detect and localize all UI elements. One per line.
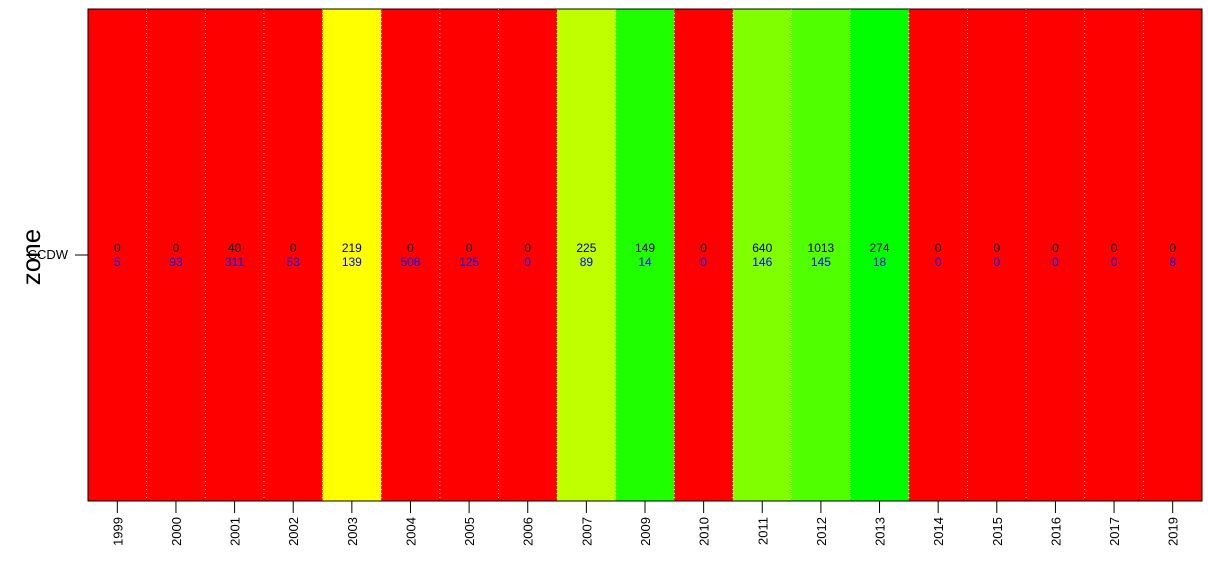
cell-value-label: 0 <box>407 241 414 255</box>
x-tick-label: 2002 <box>286 517 301 546</box>
y-axis-label: zone <box>16 229 46 285</box>
x-tick-label: 2016 <box>1048 517 1063 546</box>
x-tick-label: 2017 <box>1107 517 1122 546</box>
cell-value-label: 0 <box>700 255 707 269</box>
x-tick-label: 2010 <box>697 517 712 546</box>
heatmap-cell <box>498 9 558 501</box>
x-tick-label: 2015 <box>990 517 1005 546</box>
cell-value-label: 93 <box>169 255 183 269</box>
x-tick-label: 2014 <box>931 517 946 546</box>
heatmap-cell <box>1026 9 1086 501</box>
x-tick-label: 2006 <box>521 517 536 546</box>
cell-value-label: 640 <box>752 241 772 255</box>
y-axis: CCDW zone <box>16 229 88 285</box>
heatmap-cell <box>1143 9 1203 501</box>
cell-value-label: 0 <box>524 241 531 255</box>
cell-value-label: 139 <box>342 255 362 269</box>
cell-value-label: 0 <box>1111 255 1118 269</box>
x-tick-label: 2007 <box>579 517 594 546</box>
heatmap-cell <box>381 9 441 501</box>
cell-value-label: 0 <box>993 241 1000 255</box>
x-tick-label: 2001 <box>228 517 243 546</box>
x-tick-label: 2013 <box>873 517 888 546</box>
heatmap-cell <box>88 9 148 501</box>
heatmap-cell <box>263 9 324 501</box>
cell-value-label: 0 <box>524 255 531 269</box>
cell-value-label: 508 <box>400 255 420 269</box>
cell-value-label: 0 <box>114 241 121 255</box>
cell-value-label: 0 <box>466 241 473 255</box>
cell-value-label: 0 <box>700 241 707 255</box>
cell-value-label: 40 <box>228 241 242 255</box>
cell-value-label: 89 <box>580 255 594 269</box>
cell-value-label: 0 <box>935 241 942 255</box>
heatmap-cell <box>967 9 1027 501</box>
heatmap-cell <box>791 9 851 501</box>
cell-value-label: 149 <box>635 241 655 255</box>
cell-value-label: 5 <box>114 255 121 269</box>
x-tick-label: 1999 <box>110 517 125 546</box>
x-tick-label: 2005 <box>462 517 477 546</box>
cell-value-label: 1013 <box>808 241 835 255</box>
cell-value-label: 0 <box>1052 255 1059 269</box>
cell-value-label: 0 <box>290 241 297 255</box>
cell-value-label: 146 <box>752 255 772 269</box>
cell-value-label: 125 <box>459 255 479 269</box>
heatmap-cell <box>908 9 968 501</box>
x-tick-label: 2000 <box>169 517 184 546</box>
x-tick-label: 2003 <box>345 517 360 546</box>
cell-value-label: 0 <box>935 255 942 269</box>
cell-value-label: 0 <box>173 241 180 255</box>
heatmap-cell <box>615 9 675 501</box>
cell-value-label: 8 <box>1169 255 1176 269</box>
cell-value-label: 14 <box>638 255 652 269</box>
heatmap-cell <box>557 9 617 501</box>
x-tick-label: 2004 <box>403 517 418 546</box>
heatmap-cell <box>439 9 499 501</box>
x-tick-label: 2019 <box>1166 517 1181 546</box>
cell-value-label: 311 <box>225 255 244 269</box>
x-tick-label: 2011 <box>755 517 770 545</box>
heatmap-cell <box>322 9 382 501</box>
heatmap-cell <box>674 9 734 501</box>
heatmap-cell <box>850 9 910 501</box>
cell-value-label: 219 <box>342 241 362 255</box>
cell-value-label: 274 <box>870 241 890 255</box>
heatmap-cell <box>146 9 206 501</box>
cell-value-label: 0 <box>1111 241 1118 255</box>
heatmap-cell <box>732 9 793 501</box>
x-axis: 1999 2000 2001 2002 2003 2004 2005 2006 2007 2009… <box>110 501 1181 546</box>
cell-value-label: 0 <box>1169 241 1176 255</box>
cell-value-label: 225 <box>576 241 596 255</box>
cell-value-label: 0 <box>1052 241 1059 255</box>
y-tick-label: CCDW <box>28 247 69 262</box>
heatmap-cell <box>1084 9 1144 501</box>
x-tick-label: 2012 <box>814 517 829 546</box>
cell-values: 0509340311053219139050801250022589149140… <box>114 241 1176 269</box>
x-tick-label: 2009 <box>638 517 653 546</box>
cell-value-label: 53 <box>287 255 301 269</box>
cell-value-label: 18 <box>873 255 887 269</box>
heatmap-cell <box>205 9 265 501</box>
cell-value-label: 0 <box>993 255 1000 269</box>
cell-value-label: 145 <box>811 255 831 269</box>
heatmap-cells <box>88 9 1203 501</box>
